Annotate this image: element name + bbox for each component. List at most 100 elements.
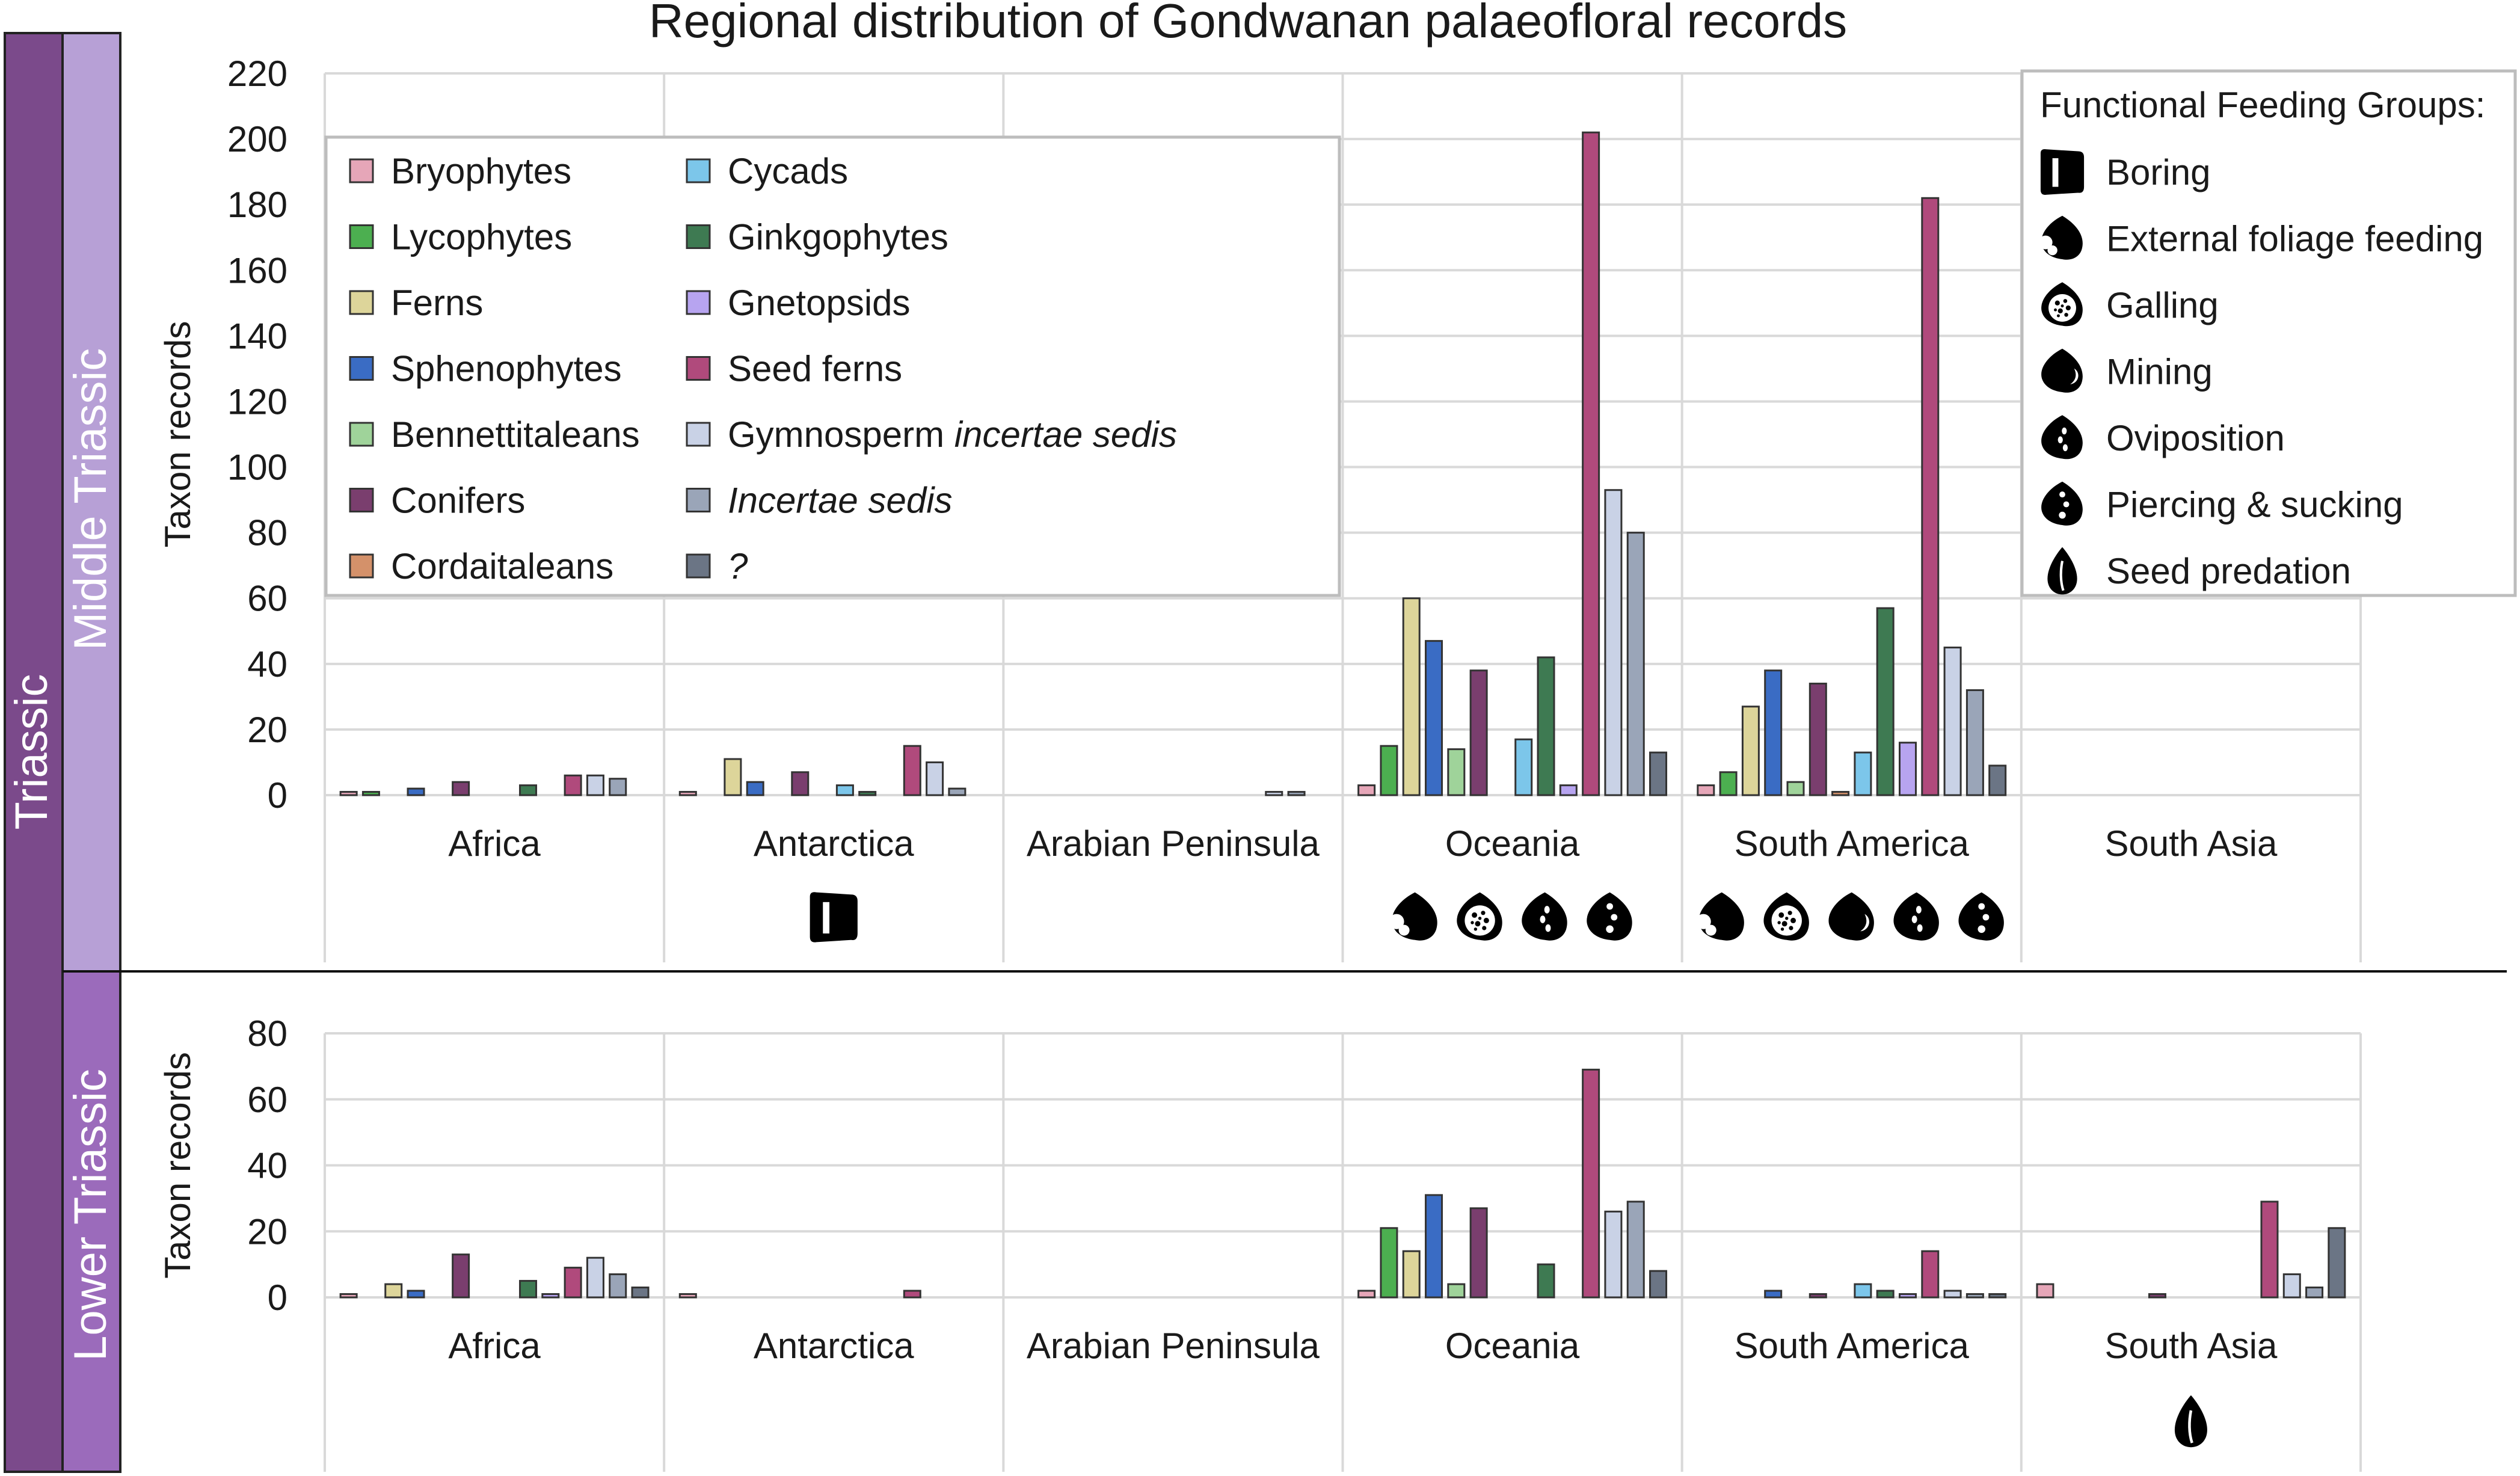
legend-swatch xyxy=(349,553,374,579)
bar-south-asia- xyxy=(2328,1227,2346,1299)
bar-oceania-incertae-sedis xyxy=(1626,1201,1645,1299)
legend-label: Sphenophytes xyxy=(391,349,622,389)
era-label-middle: Middle Triassic xyxy=(65,348,116,651)
feeding-legend-label: External foliage feeding xyxy=(2106,219,2483,259)
feeding-legend-label: Galling xyxy=(2106,285,2219,325)
region-label: South Asia xyxy=(2104,823,2278,864)
bar-africa-seed-ferns xyxy=(564,1267,582,1299)
bar-oceania-conifers xyxy=(1469,1207,1488,1299)
region-label: Antarctica xyxy=(754,823,914,864)
bar-south-america-cycads xyxy=(1854,751,1872,796)
y-tick-label: 0 xyxy=(268,1278,287,1318)
bar-africa-gymnosperm-incertae-sedis xyxy=(586,1256,604,1299)
bar-oceania-seed-ferns xyxy=(1582,1068,1600,1299)
bar-africa-ferns xyxy=(384,1283,403,1299)
y-tick-label: 0 xyxy=(268,775,287,816)
legend-label: Gymnosperm incertae sedis xyxy=(728,414,1177,455)
bar-africa-gymnosperm-incertae-sedis xyxy=(586,774,604,796)
bar-oceania-ferns xyxy=(1402,597,1421,796)
legend-swatch xyxy=(686,553,711,579)
legend-label: Ferns xyxy=(391,283,483,323)
flora-legend: Bryophytes Lycophytes Ferns Sphenophytes Ben… xyxy=(324,135,1341,597)
bar-south-asia-gymnosperm-incertae-sedis xyxy=(2282,1273,2301,1299)
legend-swatch xyxy=(349,356,374,381)
bar-oceania-incertae-sedis xyxy=(1626,532,1645,796)
bar-africa-bryophytes xyxy=(339,1293,358,1299)
region-label: Oceania xyxy=(1445,823,1580,864)
bar-antarctica-bryophytes xyxy=(678,791,697,796)
bar-south-asia-conifers xyxy=(2148,1293,2166,1299)
y-tick-label: 120 xyxy=(227,381,287,422)
bar-antarctica-sphenophytes xyxy=(746,781,764,796)
region-label: Africa xyxy=(448,1326,541,1366)
galling-icon xyxy=(1457,892,1502,941)
bar-arabian-peninsula-incertae-sedis xyxy=(1287,791,1306,796)
bar-oceania-lycophytes xyxy=(1380,745,1398,796)
bar-antarctica-cycads xyxy=(835,784,854,796)
region-label: Africa xyxy=(448,823,541,864)
bar-oceania-ginkgophytes xyxy=(1537,1263,1555,1299)
region-label: Arabian Peninsula xyxy=(1027,1326,1320,1366)
region-label: South Asia xyxy=(2104,1326,2278,1366)
flora-legend-box xyxy=(324,135,1341,597)
y-tick-label: 20 xyxy=(247,1211,287,1252)
y-tick-label: 160 xyxy=(227,250,287,291)
bar-south-america-ginkgophytes xyxy=(1876,1290,1895,1299)
legend-swatch xyxy=(686,224,711,249)
piercing-sucking-icon xyxy=(1587,892,1632,941)
bar-antarctica-conifers xyxy=(791,771,810,796)
y-tick-label: 100 xyxy=(227,447,287,488)
bar-oceania-conifers xyxy=(1469,669,1488,796)
bar-africa-bryophytes xyxy=(339,791,358,796)
oviposition-icon xyxy=(1893,892,1939,941)
bar-antarctica-seed-ferns xyxy=(903,1290,921,1299)
legend-swatch xyxy=(349,224,374,249)
legend-label: Cycads xyxy=(728,151,848,191)
feeding-legend-label: Seed predation xyxy=(2106,551,2351,591)
bar-arabian-peninsula-gymnosperm-incertae-sedis xyxy=(1265,791,1283,796)
y-tick-label: 220 xyxy=(227,54,287,94)
legend-swatch xyxy=(349,488,374,512)
bar-south-america-incertae-sedis xyxy=(1965,689,1984,796)
bar-antarctica-ferns xyxy=(724,758,742,796)
legend-swatch xyxy=(349,422,374,447)
bar-antarctica-bryophytes xyxy=(678,1293,697,1299)
bar-africa-sphenophytes xyxy=(407,787,425,796)
era-bar-triassic xyxy=(4,32,64,1473)
y-tick-label: 80 xyxy=(247,513,287,553)
bar-south-america-gymnosperm-incertae-sedis xyxy=(1943,1290,1962,1299)
seed-predation-icon xyxy=(2175,1395,2207,1447)
bar-south-america-gnetopsids xyxy=(1899,742,1917,796)
bar-antarctica-gymnosperm-incertae-sedis xyxy=(926,761,944,796)
bar-antarctica-ginkgophytes xyxy=(858,791,877,796)
panel-lower-triassic: 0 20 40 60 80 Taxon records Africa Antarctica Ar… xyxy=(158,1013,2362,1472)
legend-swatch xyxy=(686,488,711,512)
boring-icon xyxy=(810,892,858,942)
bar-antarctica-incertae-sedis xyxy=(948,787,967,796)
bar-south-america-bryophytes xyxy=(1697,784,1715,796)
legend-label: Ginkgophytes xyxy=(728,217,948,257)
legend-label: Gnetopsids xyxy=(728,283,911,323)
y-tick-label: 40 xyxy=(247,1146,287,1186)
bar-oceania-gymnosperm-incertae-sedis xyxy=(1604,489,1623,796)
bar-south-america-bennettitaleans xyxy=(1786,781,1805,796)
y-tick-label: 180 xyxy=(227,185,287,225)
legend-swatch xyxy=(686,158,711,183)
legend-label: Lycophytes xyxy=(391,217,572,257)
bar-oceania-lycophytes xyxy=(1380,1227,1398,1299)
legend-label: Incertae sedis xyxy=(728,481,953,521)
bar-south-america-ferns xyxy=(1741,706,1760,796)
y-tick-label: 20 xyxy=(247,710,287,750)
bar-africa-seed-ferns xyxy=(564,774,582,796)
feeding-legend-title: Functional Feeding Groups: xyxy=(2040,85,2485,125)
feeding-legend-box xyxy=(2020,69,2517,597)
bar-oceania-gymnosperm-incertae-sedis xyxy=(1604,1210,1623,1299)
y-tick-label: 140 xyxy=(227,316,287,356)
bar-south-america-sphenophytes xyxy=(1764,1290,1783,1299)
bar-africa-sphenophytes xyxy=(407,1290,425,1299)
bar-africa-conifers xyxy=(452,1253,470,1299)
legend-label: Bryophytes xyxy=(391,151,571,191)
galling-icon xyxy=(1763,892,1809,941)
legend-swatch xyxy=(349,158,374,183)
mining-icon xyxy=(1828,892,1874,941)
